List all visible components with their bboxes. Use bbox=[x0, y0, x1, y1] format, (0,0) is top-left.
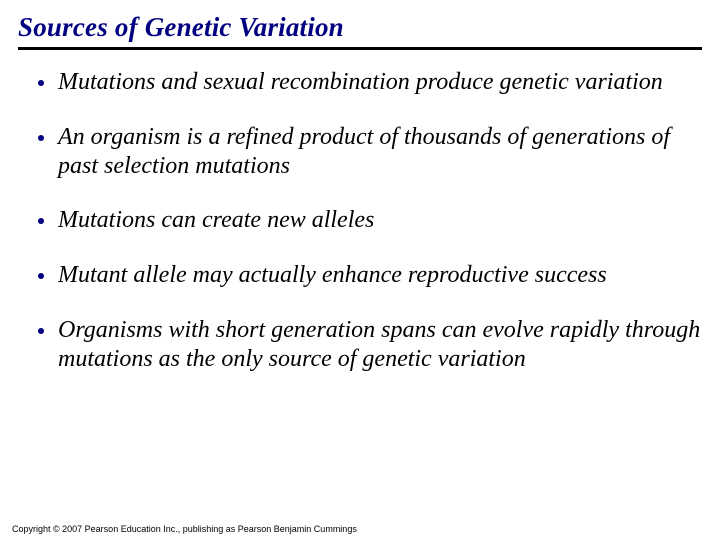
bullet-dot-icon bbox=[38, 135, 44, 141]
list-item: Organisms with short generation spans ca… bbox=[38, 316, 702, 374]
slide-title: Sources of Genetic Variation bbox=[18, 12, 702, 50]
list-item: An organism is a refined product of thou… bbox=[38, 123, 702, 181]
bullet-dot-icon bbox=[38, 218, 44, 224]
copyright-text: Copyright © 2007 Pearson Education Inc.,… bbox=[12, 524, 357, 534]
slide-container: Sources of Genetic Variation Mutations a… bbox=[0, 0, 720, 540]
bullet-text: Organisms with short generation spans ca… bbox=[58, 316, 702, 374]
list-item: Mutant allele may actually enhance repro… bbox=[38, 261, 702, 290]
bullet-text: An organism is a refined product of thou… bbox=[58, 123, 702, 181]
bullet-text: Mutations and sexual recombination produ… bbox=[58, 68, 702, 97]
list-item: Mutations and sexual recombination produ… bbox=[38, 68, 702, 97]
bullet-dot-icon bbox=[38, 328, 44, 334]
bullet-text: Mutant allele may actually enhance repro… bbox=[58, 261, 702, 290]
bullet-text: Mutations can create new alleles bbox=[58, 206, 702, 235]
bullet-dot-icon bbox=[38, 273, 44, 279]
bullet-list: Mutations and sexual recombination produ… bbox=[18, 68, 702, 374]
list-item: Mutations can create new alleles bbox=[38, 206, 702, 235]
bullet-dot-icon bbox=[38, 80, 44, 86]
